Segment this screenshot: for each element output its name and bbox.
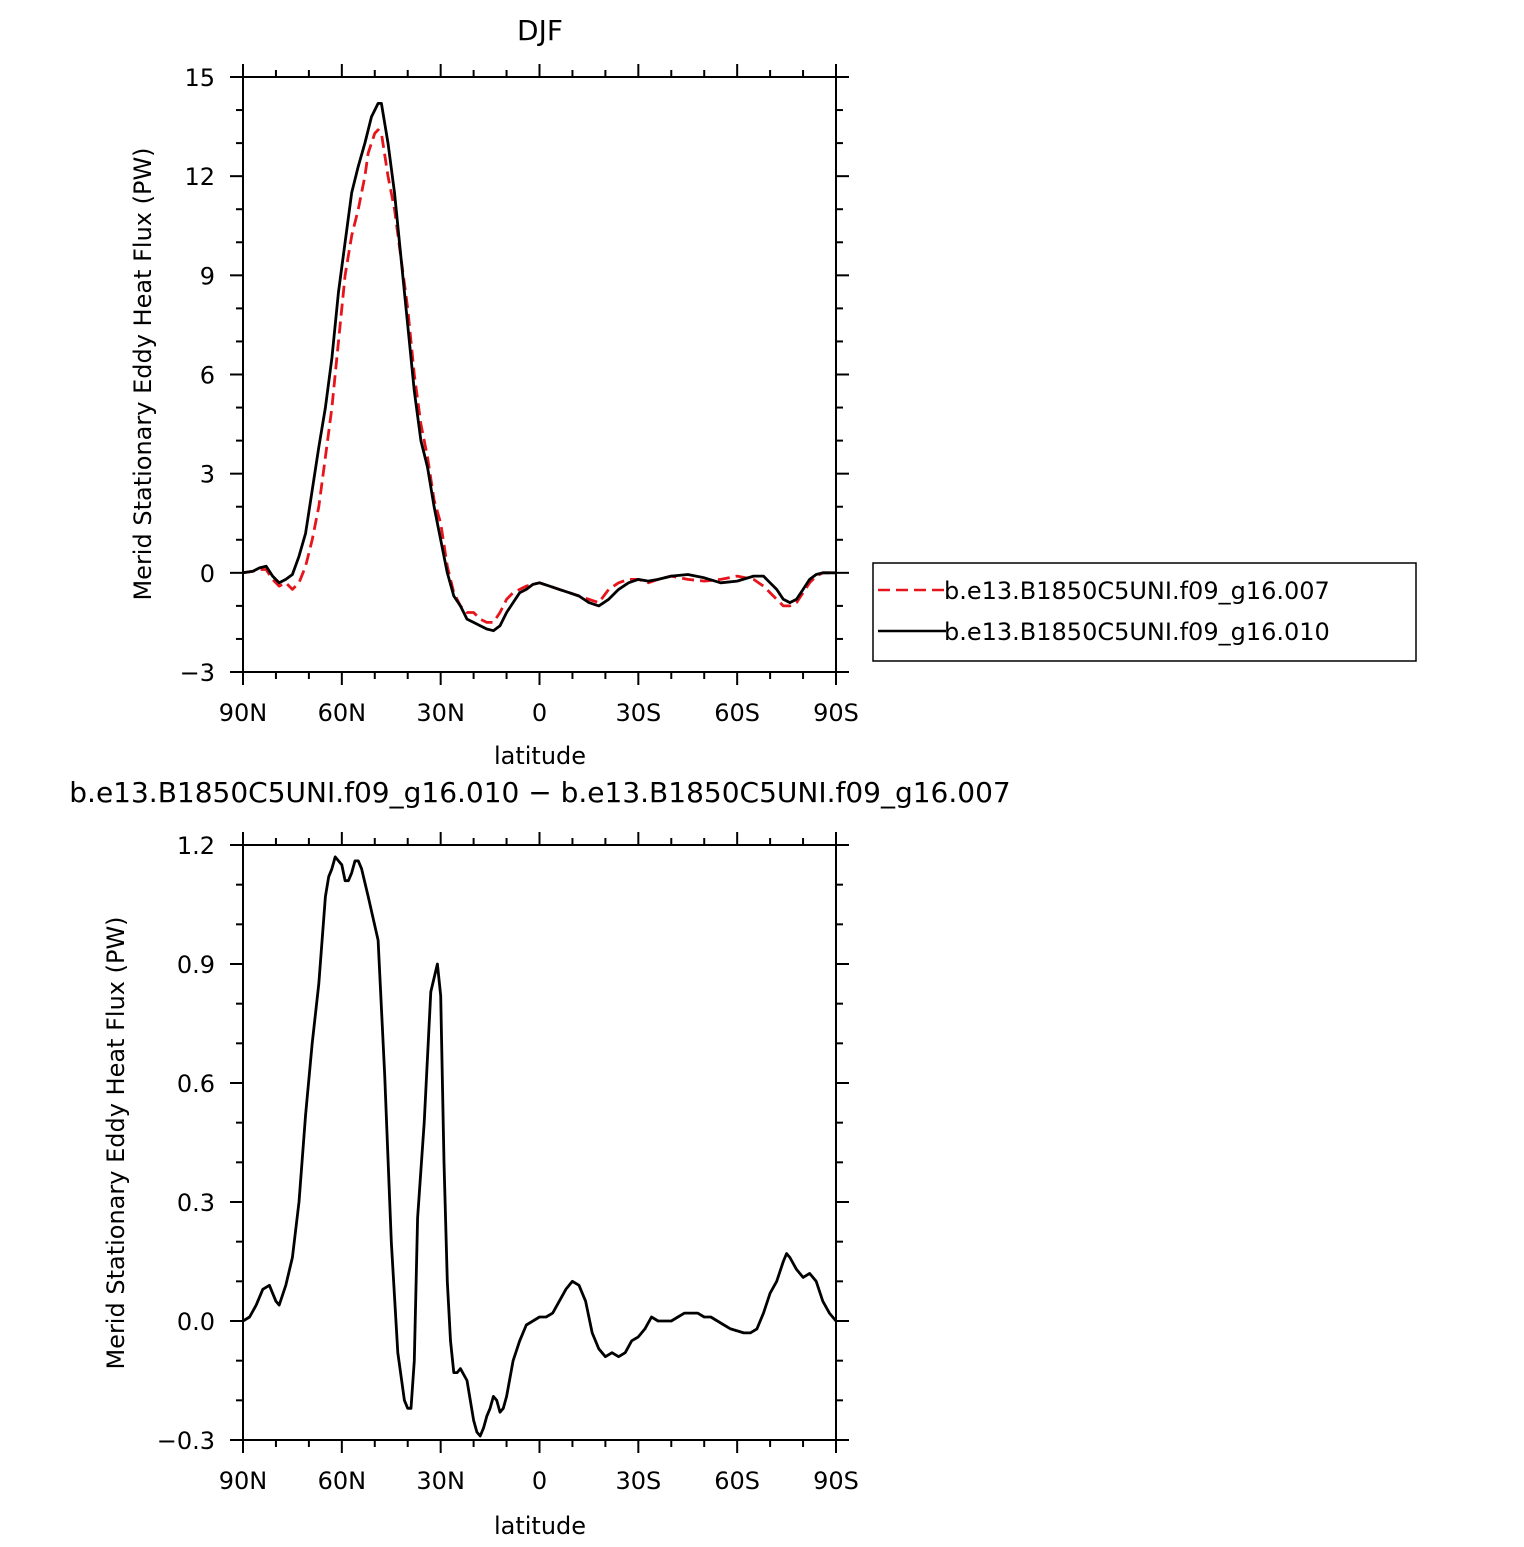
series-line-0 — [242, 855, 838, 1438]
x-tick-label: 30N — [416, 1467, 465, 1495]
panel-bottom-title: b.e13.B1850C5UNI.f09_g16.010 − b.e13.B18… — [69, 776, 1010, 809]
panel-bottom-axes: 90N 60N 30N 0 30S 60S 90S −0.3 0.0 0.3 0.6 0.9 1.2 — [157, 832, 859, 1495]
legend-entry-007: b.e13.B1850C5UNI.f09_g16.007 — [944, 577, 1330, 605]
y-tick-label: 6 — [200, 362, 215, 390]
series-line-0 — [242, 128, 836, 624]
x-tick-label: 60N — [318, 1467, 367, 1495]
x-tick-label: 30S — [615, 1467, 661, 1495]
panel-bottom-series — [242, 855, 838, 1438]
panel-top-ylabel: Merid Stationary Eddy Heat Flux (PW) — [129, 147, 157, 600]
x-tick-label: 60S — [714, 1467, 760, 1495]
x-tick-label: 90S — [813, 699, 859, 727]
panel-top-xlabel: latitude — [494, 742, 586, 770]
y-tick-label: −0.3 — [157, 1427, 215, 1455]
x-tick-label: 90N — [219, 1467, 268, 1495]
y-tick-label: 12 — [184, 163, 215, 191]
panel-top-frame — [242, 76, 837, 673]
y-tick-label: 9 — [200, 262, 215, 290]
x-tick-label: 90N — [219, 699, 268, 727]
x-tick-label: 0 — [532, 699, 547, 727]
x-tick-label: 60N — [318, 699, 367, 727]
y-tick-label: 15 — [184, 64, 215, 92]
x-tick-label: 60S — [714, 699, 760, 727]
x-tick-label: 90S — [813, 1467, 859, 1495]
x-tick-label: 0 — [532, 1467, 547, 1495]
legend: b.e13.B1850C5UNI.f09_g16.007 b.e13.B1850… — [872, 562, 1417, 662]
panel-top-axes: 90N 60N 30N 0 30S 60S 90S −3 0 3 6 9 12 15 — [180, 64, 859, 727]
series-line-1 — [242, 102, 836, 633]
panel-top-series — [242, 102, 836, 633]
y-tick-label: 1.2 — [177, 832, 215, 860]
y-tick-label: 0 — [200, 560, 215, 588]
panel-top-djf: DJF 90N 60N 30N 0 30S 60S 90S −3 0 3 6 9 12 15 latitu… — [129, 14, 859, 770]
y-tick-label: 0.9 — [177, 951, 215, 979]
y-tick-label: 0.6 — [177, 1070, 215, 1098]
panel-bottom-frame — [242, 844, 837, 1441]
y-tick-label: 0.0 — [177, 1308, 215, 1336]
panel-top-title: DJF — [517, 14, 563, 47]
legend-entry-010: b.e13.B1850C5UNI.f09_g16.010 — [944, 618, 1330, 646]
legend-box — [872, 562, 1417, 662]
y-tick-label: 3 — [200, 461, 215, 489]
x-tick-label: 30N — [416, 699, 465, 727]
panel-bottom-difference: b.e13.B1850C5UNI.f09_g16.010 − b.e13.B18… — [69, 776, 1010, 1540]
x-tick-label: 30S — [615, 699, 661, 727]
y-tick-label: −3 — [180, 659, 215, 687]
panel-bottom-ylabel: Merid Stationary Eddy Heat Flux (PW) — [102, 916, 130, 1369]
panel-bottom-xlabel: latitude — [494, 1512, 586, 1540]
y-tick-label: 0.3 — [177, 1189, 215, 1217]
